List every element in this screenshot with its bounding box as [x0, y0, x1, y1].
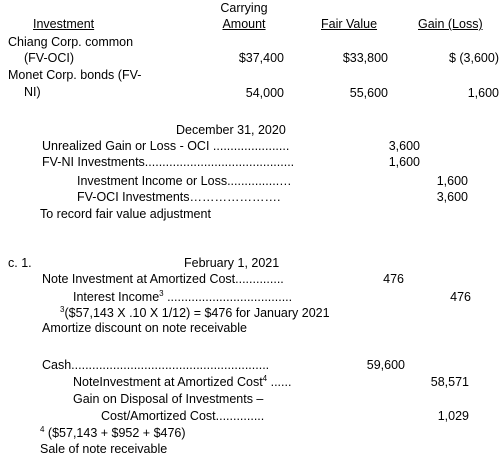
- entry-dec31-line2-debit: 1,600: [388, 155, 420, 169]
- row2-fair-value: 55,600: [349, 86, 388, 100]
- entry-dec31-line4-account: FV-OCI Investments………………….: [77, 190, 281, 204]
- entry-sale-line2-account: NoteInvestment at Amortized Cost: [73, 375, 263, 389]
- entry-feb1-line1-debit: 476: [383, 272, 404, 286]
- entry-sale-line1-account: Cash....................................…: [42, 358, 270, 372]
- entry-dec31-line3-credit: 1,600: [436, 174, 468, 188]
- entry-feb1-footnote-text: ($57,143 X .10 X 1/12) = $476 for Januar…: [64, 306, 330, 320]
- entry-sale-footnote: 4 ($57,143 + $952 + $476): [40, 424, 186, 441]
- row1-fair-value: $33,800: [342, 51, 388, 65]
- header-carrying-line2: Amount: [222, 17, 266, 31]
- entry-feb1-footnote: 3($57,143 X .10 X 1/12) = $476 for Janua…: [60, 304, 330, 321]
- entry-feb1-line2-sup: 3: [159, 288, 164, 298]
- entry-sale-footnote-text: ($57,143 + $952 + $476): [44, 426, 186, 440]
- header-carrying-line1: Carrying: [220, 1, 268, 15]
- entry-feb1-footnote-sup: 3: [60, 304, 65, 314]
- entry-feb1-memo: Amortize discount on note receivable: [42, 321, 247, 335]
- row2-gain-loss: 1,600: [467, 86, 499, 100]
- entry-dec31-line1-debit: 3,600: [388, 139, 420, 153]
- row1-gain-loss: $ (3,600): [448, 51, 499, 65]
- entry-sale-line3-account: Gain on Disposal of Investments –: [73, 392, 264, 406]
- entry-sale-footnote-sup: 4: [40, 424, 45, 434]
- entry-feb1-date: February 1, 2021: [184, 256, 280, 270]
- row1-carrying: $37,400: [238, 51, 284, 65]
- entry-sale-memo: Sale of note receivable: [40, 442, 168, 456]
- row2-name-line1: Monet Corp. bonds (FV-: [8, 68, 142, 82]
- row2-carrying: 54,000: [245, 86, 284, 100]
- entry-sale-line2-sup: 4: [262, 373, 268, 383]
- entry-feb1-line2-account: Interest Income: [73, 290, 160, 304]
- header-fair-value: Fair Value: [321, 17, 378, 31]
- entry-dec31-line1-account: Unrealized Gain or Loss - OCI ..........…: [42, 139, 290, 153]
- entry-feb1-line2: Interest Income3 .......................…: [73, 288, 293, 305]
- entry-feb1-label: c. 1.: [8, 256, 32, 270]
- row2-name-line2: NI): [24, 85, 41, 99]
- entry-sale-line2-dots: ......: [267, 375, 292, 389]
- entry-dec31-date: December 31, 2020: [176, 123, 286, 137]
- entry-feb1-line1-account: Note Investment at Amortized Cost.......…: [42, 272, 284, 286]
- entry-sale-line2: NoteInvestment at Amortized Cost4 ......: [73, 373, 292, 390]
- entry-sale-line1-debit: 59,600: [366, 358, 405, 372]
- entry-sale-line4-credit: 1,029: [437, 409, 469, 423]
- entry-sale-line2-credit: 58,571: [430, 375, 469, 389]
- entry-sale-line4-account: Cost/Amortized Cost..............: [101, 409, 265, 423]
- row1-name-line1: Chiang Corp. common: [8, 35, 134, 49]
- entry-dec31-line2-account: FV-NI Investments.......................…: [42, 155, 295, 169]
- row1-name-line2: (FV-OCI): [24, 51, 74, 65]
- header-investment: Investment: [33, 17, 95, 31]
- entry-dec31-memo: To record fair value adjustment: [40, 207, 211, 221]
- entry-dec31-line4-credit: 3,600: [436, 190, 468, 204]
- entry-dec31-line3-account: Investment Income or Loss...............…: [77, 174, 292, 188]
- header-gain-loss: Gain (Loss): [418, 17, 483, 31]
- entry-feb1-line2-credit: 476: [450, 290, 471, 304]
- entry-feb1-line2-dots: ....................................: [163, 290, 293, 304]
